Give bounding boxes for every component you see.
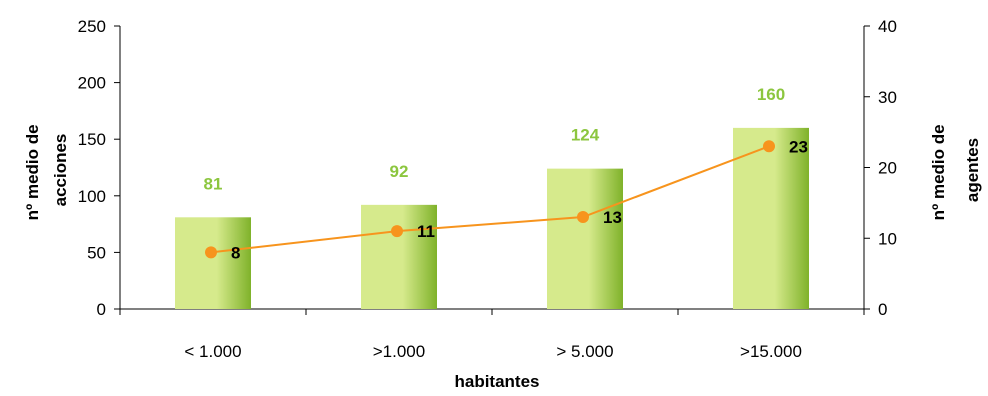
- line-path: [210, 145, 770, 254]
- y2-tick-label: 30: [878, 88, 897, 107]
- x-tick-label: > 5.000: [556, 342, 613, 361]
- bars: [175, 127, 809, 309]
- x-axis-title: habitantes: [454, 372, 539, 391]
- line-data-label: 8: [231, 243, 240, 262]
- y-tick-label: 150: [78, 130, 106, 149]
- y-tick-label: 200: [78, 74, 106, 93]
- y-axis-title: nº medio de acciones: [23, 120, 70, 221]
- y-tick-label: 0: [97, 300, 106, 319]
- y-tick-label: 50: [87, 243, 106, 262]
- bar: [361, 204, 437, 309]
- y2-axis-title: nº medio de agentes: [929, 120, 982, 221]
- x-tick-label: < 1.000: [184, 342, 241, 361]
- x-tick-label: >1.000: [373, 342, 425, 361]
- line-data-label: 13: [603, 208, 622, 227]
- line-point: [205, 246, 217, 259]
- y-axis-title-line-2: acciones: [51, 134, 70, 207]
- y2-axis-title-line-2: agentes: [963, 138, 982, 202]
- bar: [175, 217, 251, 309]
- bar-data-label: 124: [571, 126, 600, 145]
- axes: 0 50 100 150 200 250 0 10 20 30 40 < 1.000 >1.000 > 5…: [78, 17, 897, 361]
- bar-data-label: 160: [757, 85, 785, 104]
- bar: [547, 168, 623, 309]
- bar-data-label: 81: [204, 174, 223, 193]
- y-axis-title-line-1: nº medio de: [23, 124, 42, 220]
- y2-axis-title-line-1: nº medio de: [929, 124, 948, 220]
- line-point: [763, 140, 775, 153]
- x-tick-label: >15.000: [740, 342, 802, 361]
- line-point: [577, 211, 589, 224]
- y-tick-label: 250: [78, 17, 106, 36]
- bar: [733, 127, 809, 309]
- labels: 81 92 124 160 8 11 13 23: [204, 85, 808, 263]
- line-data-label: 11: [417, 222, 435, 241]
- bar-data-label: 92: [390, 162, 409, 181]
- y2-tick-label: 20: [878, 159, 897, 178]
- line-data-label: 23: [789, 137, 808, 156]
- line-series: [205, 140, 775, 259]
- y-tick-label: 100: [78, 187, 106, 206]
- y2-tick-label: 0: [878, 300, 887, 319]
- y2-tick-label: 40: [878, 17, 897, 36]
- y2-tick-label: 10: [878, 229, 897, 248]
- line-point: [391, 225, 403, 238]
